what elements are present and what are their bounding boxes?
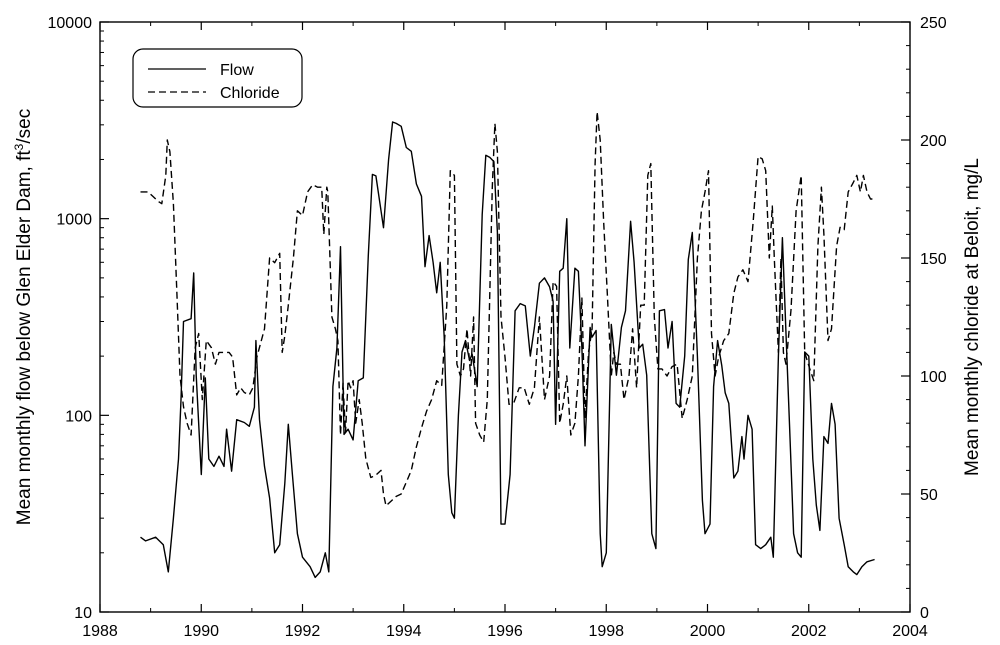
y-right-tick-label: 100	[920, 369, 947, 386]
series-line-chloride	[140, 111, 875, 507]
x-tick-label: 1988	[82, 623, 118, 640]
y-right-tick-label: 200	[920, 133, 947, 150]
y-left-tick-label: 1000	[56, 212, 92, 229]
legend-chloride-label: Chloride	[220, 85, 280, 102]
x-axis-ticks: 1988 1990 1992 1994 1996 1998 2000 2002 2004	[82, 22, 928, 640]
y-left-label-main: Mean monthly flow below Glen Elder Dam, …	[14, 150, 35, 526]
y-right-tick-label: 150	[920, 251, 947, 268]
legend: Flow Chloride	[132, 48, 303, 108]
x-tick-label: 2002	[791, 623, 827, 640]
x-tick-label: 1992	[285, 623, 321, 640]
y-left-label-sup: 3	[12, 143, 26, 150]
x-tick-label: 1994	[386, 623, 422, 640]
y-left-tick-label: 10000	[48, 15, 93, 32]
y-left-label-tail: /sec	[14, 109, 35, 144]
x-tick-label: 1990	[183, 623, 219, 640]
legend-flow-label: Flow	[220, 62, 254, 79]
x-tick-label: 2004	[892, 623, 928, 640]
y-right-tick-label: 250	[920, 15, 947, 32]
y-left-axis-label: Mean monthly flow below Glen Elder Dam, …	[12, 109, 35, 525]
series-line-flow	[140, 121, 875, 579]
series-group	[140, 111, 875, 579]
y-left-axis-ticks: 10 100 1000 10000	[48, 15, 109, 622]
y-right-tick-label: 0	[920, 605, 929, 622]
y-right-tick-label: 50	[920, 487, 938, 504]
y-left-tick-label: 100	[65, 408, 92, 425]
x-tick-label: 2000	[690, 623, 726, 640]
y-right-axis-label: Mean monthly chloride at Beloit, mg/L	[962, 158, 983, 476]
x-tick-label: 1996	[487, 623, 523, 640]
y-left-tick-label: 10	[74, 605, 92, 622]
x-tick-label: 1998	[588, 623, 624, 640]
y-right-axis-ticks: 0 50 100 150 200 250	[901, 15, 947, 622]
